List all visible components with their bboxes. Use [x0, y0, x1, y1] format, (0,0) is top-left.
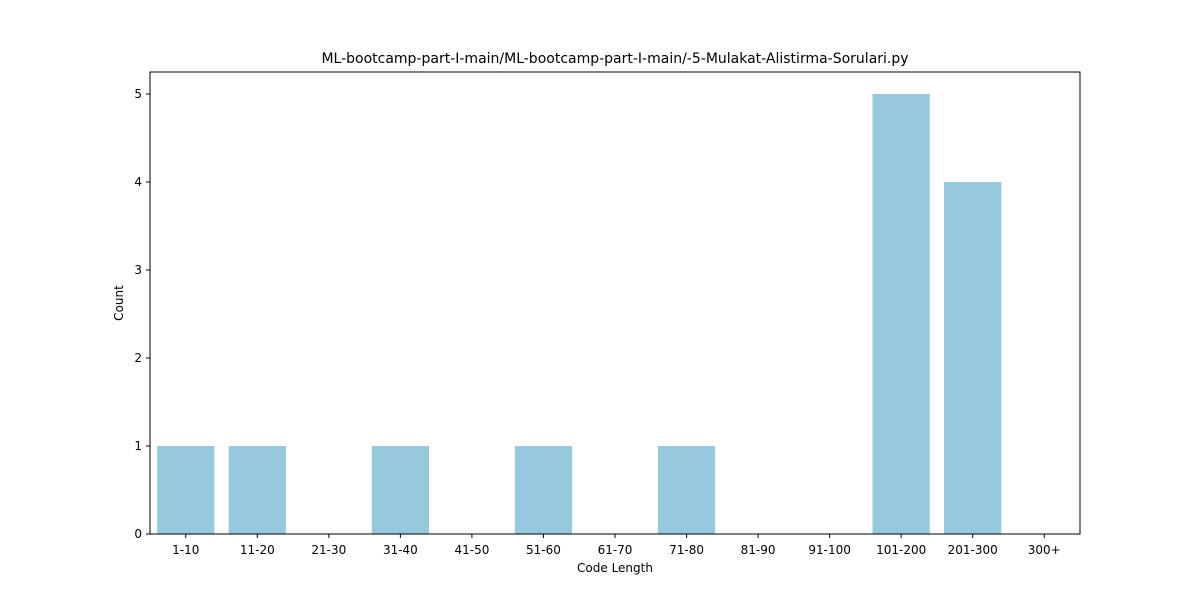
- x-tick-label: 201-300: [948, 543, 998, 557]
- x-tick-label: 91-100: [808, 543, 851, 557]
- chart-title: ML-bootcamp-part-I-main/ML-bootcamp-part…: [321, 51, 908, 67]
- bar-1-10: [157, 446, 215, 534]
- y-tick-label: 1: [134, 439, 142, 453]
- x-tick-label: 81-90: [741, 543, 776, 557]
- x-tick-label: 101-200: [876, 543, 926, 557]
- y-tick-label: 3: [134, 263, 142, 277]
- y-tick-label: 2: [134, 351, 142, 365]
- x-tick-label: 1-10: [172, 543, 199, 557]
- x-tick-label: 61-70: [598, 543, 633, 557]
- x-tick-label: 300+: [1028, 543, 1061, 557]
- x-tick-label: 51-60: [526, 543, 561, 557]
- bar-71-80: [657, 446, 716, 534]
- y-tick-label: 5: [134, 87, 142, 101]
- y-tick-label: 0: [134, 527, 142, 541]
- bar-201-300: [944, 182, 1002, 534]
- x-axis-label: Code Length: [577, 561, 653, 575]
- x-tick-label: 71-80: [669, 543, 704, 557]
- bars-layer: [157, 94, 1002, 534]
- y-tick-label: 4: [134, 175, 142, 189]
- x-tick-label: 41-50: [454, 543, 489, 557]
- x-tick-label: 31-40: [383, 543, 418, 557]
- y-axis-label: Count: [112, 285, 126, 321]
- bar-11-20: [228, 446, 286, 534]
- x-tick-label: 21-30: [311, 543, 346, 557]
- y-axis: 0 1 2 3 4 5: [134, 87, 150, 541]
- x-axis: 1-10 11-20 21-30 31-40 41-50 51-60 61-70 71-80 8…: [172, 534, 1061, 557]
- bar-31-40: [371, 446, 429, 534]
- bar-101-200: [872, 94, 930, 534]
- bar-51-60: [514, 446, 573, 534]
- x-tick-label: 11-20: [240, 543, 275, 557]
